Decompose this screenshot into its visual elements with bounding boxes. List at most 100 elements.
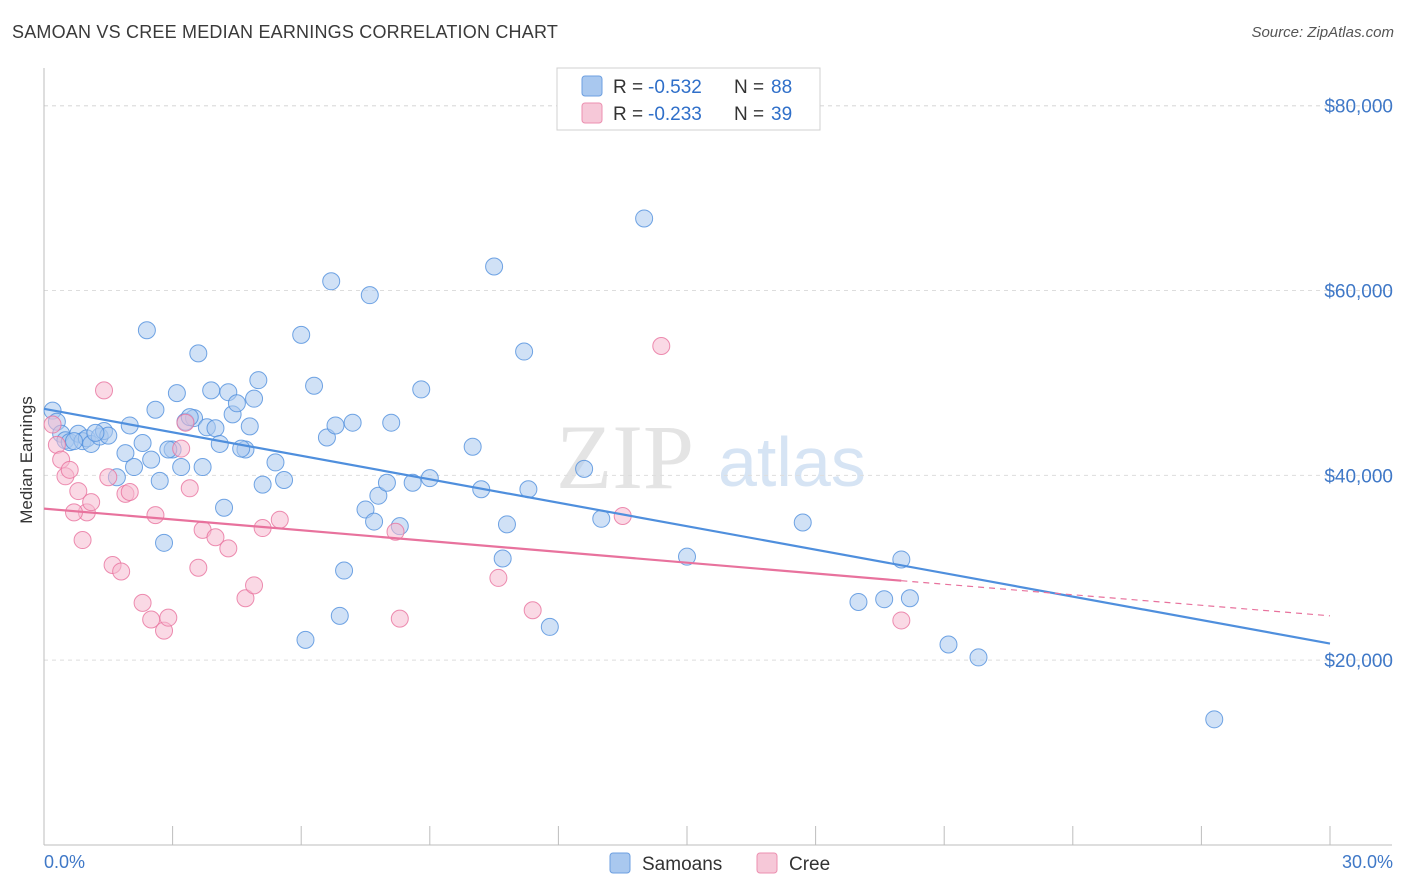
point-cree — [69, 482, 88, 501]
trend-line-cree — [43, 507, 902, 582]
point-samoans — [253, 475, 272, 494]
legend-r-value-samoans: -0.532 — [648, 77, 702, 98]
y-tick-label: $80,000 — [1324, 97, 1393, 118]
point-samoans — [335, 561, 354, 580]
legend-swatch-cree — [581, 102, 603, 124]
legend-n-label-cree: N = — [734, 104, 764, 125]
series-legend-label-cree: Cree — [789, 854, 830, 875]
series-legend-swatch-cree — [756, 852, 778, 874]
point-cree — [386, 522, 405, 541]
y-tick-label: $60,000 — [1324, 282, 1393, 303]
point-samoans — [493, 549, 512, 568]
point-cree — [892, 611, 911, 630]
legend-n-label-samoans: N = — [734, 77, 764, 98]
point-cree — [95, 381, 114, 400]
point-samoans — [210, 434, 229, 453]
point-cree — [390, 609, 409, 628]
point-cree — [159, 608, 178, 627]
y-tick-label: $20,000 — [1324, 651, 1393, 672]
point-cree — [270, 510, 289, 529]
legend-swatch-samoans — [581, 75, 603, 97]
point-samoans — [249, 371, 268, 390]
point-samoans — [142, 450, 161, 469]
x-tick-marks — [43, 826, 1331, 845]
point-samoans — [515, 342, 534, 361]
point-samoans — [635, 209, 654, 228]
point-samoans — [322, 272, 341, 291]
point-cree — [176, 413, 195, 432]
grid-lines — [44, 105, 1392, 661]
point-samoans — [240, 417, 259, 436]
point-cree — [73, 531, 92, 550]
point-samoans — [678, 547, 696, 566]
x-tick-label-min: 0.0% — [44, 852, 85, 872]
point-samoans — [202, 381, 221, 400]
point-samoans — [206, 419, 225, 438]
legend-n-value-cree: 39 — [771, 104, 792, 125]
point-samoans — [875, 590, 894, 609]
series-legend-label-samoans: Samoans — [642, 854, 722, 875]
point-samoans — [296, 630, 315, 649]
point-samoans — [463, 437, 482, 456]
point-samoans — [969, 648, 988, 667]
point-samoans — [360, 286, 379, 305]
point-samoans — [167, 384, 186, 403]
point-samoans — [86, 423, 105, 442]
point-samoans — [939, 635, 958, 654]
point-samoans — [125, 458, 144, 477]
y-tick-labels: $20,000 $40,000 $60,000 $80,000 — [1324, 97, 1393, 672]
point-cree — [206, 528, 225, 547]
point-cree — [219, 539, 238, 558]
point-samoans — [266, 453, 285, 472]
point-samoans — [326, 416, 345, 435]
point-samoans — [365, 512, 384, 531]
point-samoans — [403, 473, 422, 492]
point-samoans — [189, 344, 208, 363]
point-samoans — [485, 257, 504, 276]
point-cree — [172, 439, 191, 458]
x-tick-label-max: 30.0% — [1342, 852, 1393, 872]
chart-source: Source: ZipAtlas.com — [1251, 24, 1394, 41]
point-samoans — [377, 473, 396, 492]
point-cree — [112, 562, 131, 581]
stats-legend: R = -0.532 N = 88 R = -0.233 N = 39 — [556, 67, 821, 131]
point-samoans — [232, 439, 251, 458]
point-cree — [189, 558, 208, 577]
point-samoans — [343, 413, 362, 432]
point-samoans — [245, 389, 264, 408]
point-samoans — [215, 498, 234, 517]
legend-n-value-samoans: 88 — [771, 77, 792, 98]
point-samoans — [540, 617, 559, 636]
axes — [43, 68, 1392, 846]
trend-line-ext-cree — [901, 580, 1331, 617]
point-cree — [180, 479, 199, 498]
point-cree — [245, 576, 264, 595]
point-samoans — [146, 400, 165, 419]
point-samoans — [65, 432, 84, 451]
legend-r-label-samoans: R = — [613, 77, 643, 98]
point-samoans — [497, 515, 516, 534]
point-samoans — [369, 486, 388, 505]
series-legend: Samoans Cree — [609, 852, 830, 875]
point-samoans — [292, 325, 311, 344]
point-cree — [523, 601, 542, 620]
point-samoans — [382, 413, 401, 432]
point-samoans — [155, 533, 174, 552]
point-samoans — [793, 513, 812, 532]
point-samoans — [575, 459, 594, 478]
point-samoans — [330, 606, 349, 625]
y-axis-label: Median Earnings — [17, 396, 36, 524]
point-cree — [652, 336, 671, 355]
point-cree — [82, 493, 101, 512]
point-samoans — [172, 458, 191, 477]
legend-r-value-cree: -0.233 — [648, 104, 702, 125]
point-cree — [60, 460, 79, 479]
point-cree — [120, 482, 139, 501]
y-tick-label: $40,000 — [1324, 466, 1393, 487]
point-samoans — [133, 434, 152, 453]
watermark-atlas: atlas — [718, 423, 866, 501]
point-samoans — [849, 592, 868, 611]
series-legend-swatch-samoans — [609, 852, 631, 874]
point-cree — [99, 468, 118, 487]
point-cree — [236, 589, 255, 608]
